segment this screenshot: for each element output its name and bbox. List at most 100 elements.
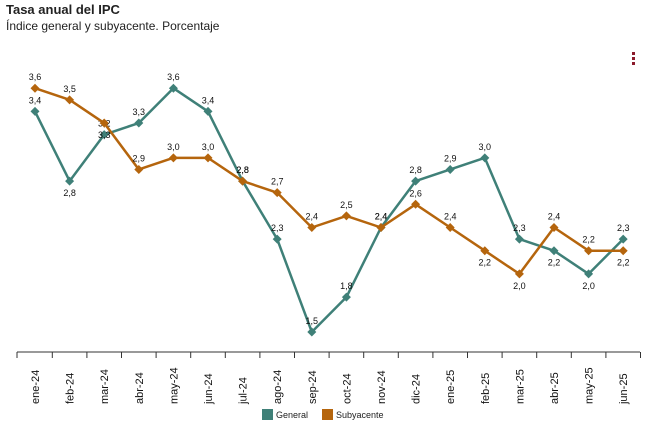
data-point-general: [618, 234, 628, 244]
data-label-subyacente: 2,4: [306, 212, 319, 222]
data-label-subyacente: 2,0: [513, 281, 526, 291]
data-label-general: 2,3: [513, 223, 526, 233]
data-point-subyacente: [411, 199, 421, 209]
data-point-general: [99, 130, 109, 140]
data-label-general: 2,3: [271, 223, 284, 233]
data-label-subyacente: 2,2: [582, 235, 595, 245]
data-point-general: [584, 269, 594, 279]
data-label-general: 2,8: [409, 165, 422, 175]
x-tick-label: nov-24: [376, 370, 388, 404]
data-point-general: [341, 292, 351, 302]
data-label-subyacente: 2,2: [479, 258, 492, 268]
data-point-subyacente: [203, 153, 213, 163]
x-tick-label: may-25: [584, 367, 596, 404]
data-point-general: [134, 118, 144, 128]
data-point-general: [272, 234, 282, 244]
legend-label-subyacente: Subyacente: [336, 409, 384, 420]
data-label-subyacente: 2,4: [375, 212, 388, 222]
data-label-subyacente: 2,9: [133, 153, 146, 163]
data-label-general: 3,3: [133, 107, 146, 117]
legend: General Subyacente: [262, 409, 384, 420]
data-label-subyacente: 2,5: [340, 200, 353, 210]
data-label-subyacente: 3,5: [63, 84, 76, 94]
data-label-subyacente: 2,4: [444, 212, 457, 222]
x-tick-label: jun-25: [618, 373, 630, 405]
series-line-general: [33, 86, 625, 334]
data-point-subyacente: [584, 246, 594, 256]
data-label-general: 3,6: [167, 72, 180, 82]
data-point-subyacente: [65, 95, 75, 105]
x-tick-label: may-24: [168, 367, 180, 404]
x-tick-label: feb-25: [480, 373, 492, 404]
legend-swatch-general: [262, 409, 273, 420]
legend-label-general: General: [276, 409, 309, 420]
data-point-general: [203, 106, 213, 116]
legend-item-general[interactable]: General: [262, 409, 308, 420]
data-label-general: 2,4: [375, 212, 388, 222]
chart-title: Tasa anual del IPC: [6, 2, 120, 17]
series-line-subyacente: [34, 87, 624, 276]
x-tick-label: ene-24: [30, 370, 42, 404]
legend-swatch-subyacente: [322, 409, 334, 420]
data-point-general: [411, 176, 421, 186]
data-point-general: [480, 153, 490, 163]
x-tick-label: oct-24: [341, 373, 353, 404]
data-label-general: 2,9: [444, 153, 457, 163]
data-point-subyacente: [445, 223, 455, 232]
data-point-subyacente: [307, 223, 317, 232]
data-label-subyacente: 3,0: [202, 142, 215, 152]
data-label-general: 2,3: [617, 223, 630, 233]
data-label-general: 2,8: [236, 165, 249, 175]
data-point-general: [549, 246, 559, 256]
data-point-subyacente: [134, 164, 144, 174]
data-label-subyacente: 3,0: [167, 142, 180, 152]
data-point-subyacente: [480, 246, 490, 256]
data-label-general: 3,4: [202, 95, 215, 105]
data-point-subyacente: [549, 223, 559, 232]
x-tick-label: abr-24: [134, 372, 146, 404]
data-point-subyacente: [514, 269, 524, 279]
data-point-general: [30, 106, 40, 116]
data-label-subyacente: 2,2: [617, 258, 630, 268]
vertical-dots-icon[interactable]: [630, 52, 636, 70]
data-label-subyacente: 3,3: [98, 130, 111, 140]
data-label-subyacente: 2,6: [409, 188, 422, 198]
data-label-subyacente: 2,4: [548, 212, 561, 222]
data-label-general: 2,0: [582, 281, 595, 291]
data-label-general: 2,8: [63, 188, 76, 198]
data-point-subyacente: [341, 211, 351, 221]
x-tick-label: dic-24: [411, 374, 423, 404]
legend-item-subyacente[interactable]: Subyacente: [322, 409, 384, 420]
data-label-general: 1,5: [306, 316, 319, 326]
x-tick-label: jul-24: [238, 377, 250, 405]
line-chart: ene-24 feb-24 mar-24 abr-24 may-24 jun-24 jul-…: [16, 72, 641, 405]
data-label-subyacente: 2,7: [271, 177, 284, 187]
x-tick-label: sep-24: [307, 370, 319, 404]
data-point-subyacente: [272, 188, 282, 198]
data-point-general: [514, 234, 524, 244]
x-tick-label: feb-24: [65, 373, 77, 404]
chart-subtitle: Índice general y subyacente. Porcentaje: [6, 19, 220, 33]
data-label-general: 3,4: [29, 95, 42, 105]
data-point-subyacente: [376, 223, 386, 232]
data-label-general: 3,0: [479, 142, 492, 152]
x-tick-label: abr-25: [549, 372, 561, 404]
data-point-subyacente: [168, 153, 178, 163]
x-tick-label: ago-24: [272, 370, 284, 404]
data-point-subyacente: [238, 176, 248, 186]
x-tick-label: jun-24: [203, 373, 215, 405]
data-point-subyacente: [99, 118, 109, 128]
x-tick-label: mar-24: [99, 369, 111, 404]
data-label-general: 2,2: [548, 258, 561, 268]
data-label-subyacente: 2,8: [236, 165, 249, 175]
data-point-general: [168, 83, 178, 93]
data-point-general: [65, 176, 75, 186]
data-point-general: [307, 327, 317, 337]
data-label-general: 1,8: [340, 281, 353, 291]
x-tick-label: mar-25: [514, 369, 526, 404]
data-label-subyacente: 3,6: [29, 72, 42, 82]
data-point-subyacente: [618, 246, 628, 256]
data-point-general: [445, 164, 455, 174]
data-point-subyacente: [30, 83, 40, 93]
x-tick-label: ene-25: [445, 370, 457, 404]
